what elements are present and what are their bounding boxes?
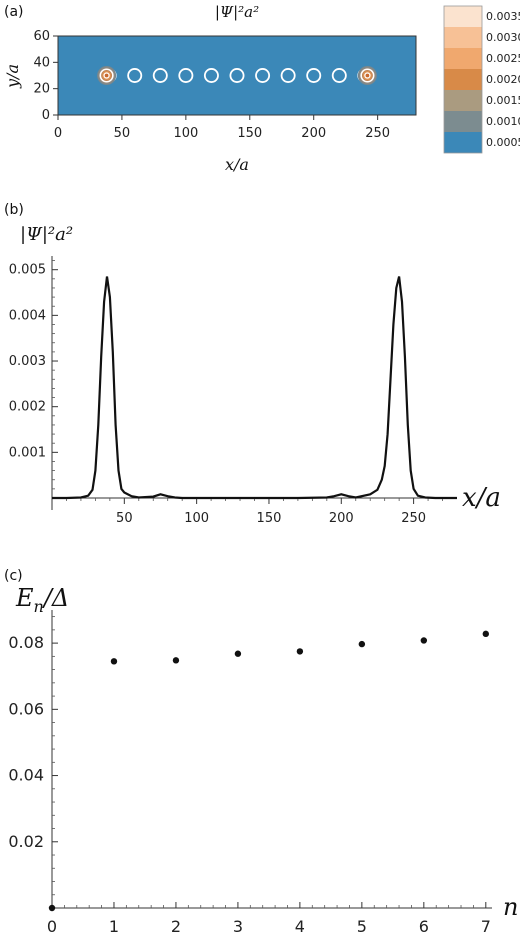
x-tick-label: 7 bbox=[481, 917, 491, 936]
y-tick-label: 60 bbox=[33, 29, 50, 44]
hotspot-core bbox=[364, 72, 371, 79]
x-tick-label: 100 bbox=[173, 126, 198, 141]
panel-c-xlabel: n bbox=[503, 893, 518, 921]
legend-swatch bbox=[444, 27, 482, 48]
defect-ring bbox=[306, 68, 322, 83]
x-tick-label: 250 bbox=[365, 126, 390, 141]
hotspot-core bbox=[103, 72, 110, 79]
panel-c-axes: 0 1 2 3 4 5 6 7 0.02 0.04 0.06 0.08 bbox=[8, 610, 492, 936]
y-tick-label: 0 bbox=[42, 108, 50, 123]
x-tick-label: 100 bbox=[184, 511, 209, 526]
heatmap-background bbox=[58, 36, 416, 115]
x-tick-label: 6 bbox=[419, 917, 429, 936]
legend-swatch bbox=[444, 69, 482, 90]
energy-points bbox=[48, 630, 490, 912]
x-tick-label: 50 bbox=[114, 126, 131, 141]
panel-a-title: |Ψ|²a² bbox=[215, 3, 259, 21]
legend-swatch bbox=[444, 111, 482, 132]
defect-ring bbox=[331, 68, 347, 83]
y-tick-label: 0.005 bbox=[9, 263, 46, 278]
panel-a: (a) |Ψ|²a² 0 50 100 150 200 250 0 20 40 60 x/a y/… bbox=[3, 3, 520, 174]
hotspot-ring bbox=[360, 68, 375, 83]
defect-ring bbox=[127, 68, 143, 83]
x-tick-label: 2 bbox=[171, 917, 181, 936]
panel-a-frame bbox=[57, 35, 417, 116]
energy-point bbox=[296, 648, 304, 655]
x-tick-label: 200 bbox=[329, 511, 354, 526]
legend-swatch bbox=[444, 48, 482, 69]
panel-b-tag: (b) bbox=[4, 202, 24, 218]
energy-point bbox=[482, 630, 490, 638]
energy-point bbox=[110, 658, 118, 665]
y-tick-label: 0.004 bbox=[9, 308, 46, 323]
panel-a-xlabel: x/a bbox=[225, 155, 249, 174]
y-axis-title: En/Δ bbox=[15, 584, 69, 616]
x-tick-label: 1 bbox=[109, 917, 119, 936]
y-tick-label: 0.002 bbox=[9, 400, 46, 415]
energy-point bbox=[420, 637, 428, 644]
panel-a-tag: (a) bbox=[4, 4, 24, 20]
x-tick-label: 150 bbox=[237, 126, 262, 141]
panel-b-xlabel: x/a bbox=[462, 483, 501, 513]
x-tick-label: 250 bbox=[401, 511, 426, 526]
panel-a-ylabel: y/a bbox=[3, 64, 22, 89]
legend-swatch bbox=[444, 6, 482, 27]
x-tick-label: 200 bbox=[301, 126, 326, 141]
panel-b-axes: 50 100 150 200 250 0.001 0.002 0.003 0.004 0.005 bbox=[9, 256, 457, 526]
x-tick-label: 0 bbox=[54, 126, 62, 141]
legend-swatch bbox=[444, 90, 482, 111]
energy-point bbox=[234, 650, 242, 657]
panel-b-ylabel: |Ψ|²a² bbox=[20, 224, 73, 245]
defect-ring bbox=[152, 68, 168, 83]
y-tick-label: 0.001 bbox=[9, 445, 46, 460]
defect-ring bbox=[178, 68, 194, 83]
y-tick-label: 0.02 bbox=[8, 832, 44, 851]
panel-c-ylabel: En/Δ bbox=[15, 584, 69, 616]
defect-ring bbox=[280, 68, 296, 83]
x-tick-label: 50 bbox=[116, 511, 133, 526]
defect-ring bbox=[255, 68, 271, 83]
y-tick-label: 20 bbox=[33, 82, 50, 97]
energy-point bbox=[172, 657, 180, 664]
legend-frame bbox=[443, 5, 483, 154]
x-tick-label: 5 bbox=[357, 917, 367, 936]
y-tick-label: 0.08 bbox=[8, 633, 44, 652]
density-curve bbox=[52, 276, 457, 500]
legend-swatch bbox=[444, 132, 482, 153]
panel-a-axes: 0 50 100 150 200 250 0 20 40 60 bbox=[33, 29, 417, 141]
legend-label: 0.0005 bbox=[486, 136, 520, 149]
y-tick-label: 40 bbox=[33, 55, 50, 70]
x-tick-label: 4 bbox=[295, 917, 305, 936]
hotspot-ring bbox=[99, 68, 114, 83]
y-tick-label: 0.04 bbox=[8, 766, 44, 785]
x-tick-label: 0 bbox=[47, 917, 57, 936]
y-tick-label: 0.003 bbox=[9, 354, 46, 369]
x-tick-label: 3 bbox=[233, 917, 243, 936]
panel-c-tag: (c) bbox=[4, 568, 23, 584]
y-tick-label: 0.06 bbox=[8, 699, 44, 718]
energy-point bbox=[358, 640, 366, 648]
defect-ring bbox=[229, 68, 245, 83]
heatmap bbox=[58, 36, 416, 115]
panel-c: (c) En/Δ 0 1 2 3 4 5 6 7 0.02 0.04 0.06 0.08 n bbox=[4, 568, 518, 936]
legend-label: 0.0035 bbox=[486, 10, 520, 23]
x-tick-label: 150 bbox=[257, 511, 282, 526]
panel-b: (b) |Ψ|²a² 50 100 150 200 250 0.001 0.002 0.003… bbox=[4, 202, 501, 526]
defect-ring bbox=[203, 68, 219, 83]
energy-point bbox=[48, 904, 56, 912]
